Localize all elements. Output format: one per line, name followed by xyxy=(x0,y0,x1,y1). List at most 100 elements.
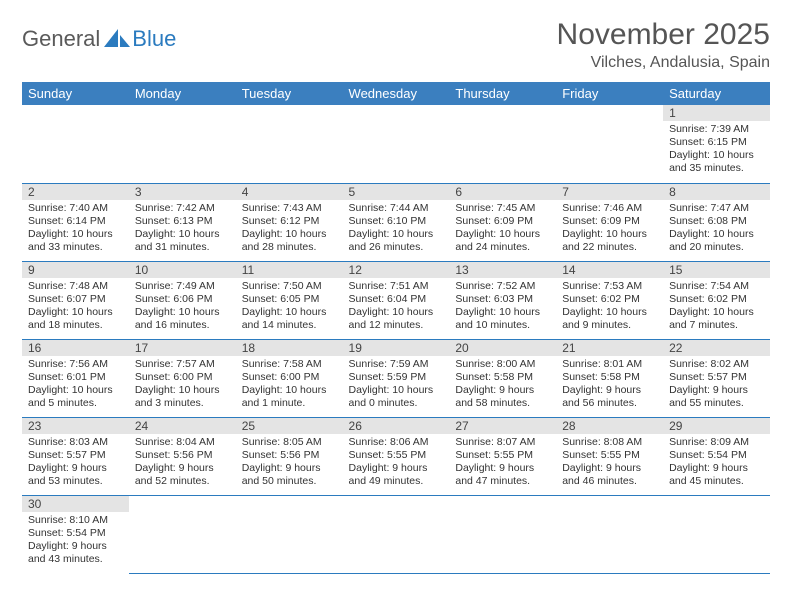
daylight-text: Daylight: 10 hours and 0 minutes. xyxy=(349,384,444,410)
daylight-text: Daylight: 9 hours and 58 minutes. xyxy=(455,384,550,410)
calendar-day: 10Sunrise: 7:49 AMSunset: 6:06 PMDayligh… xyxy=(129,261,236,339)
calendar-day: 6Sunrise: 7:45 AMSunset: 6:09 PMDaylight… xyxy=(449,183,556,261)
day-body: Sunrise: 7:44 AMSunset: 6:10 PMDaylight:… xyxy=(343,200,450,259)
day-number: 27 xyxy=(449,418,556,434)
day-number: 28 xyxy=(556,418,663,434)
sunset-text: Sunset: 6:13 PM xyxy=(135,215,230,228)
day-number: 22 xyxy=(663,340,770,356)
sunrise-text: Sunrise: 7:48 AM xyxy=(28,280,123,293)
header: General Blue November 2025 Vilches, Anda… xyxy=(22,18,770,72)
calendar-day: 29Sunrise: 8:09 AMSunset: 5:54 PMDayligh… xyxy=(663,417,770,495)
daylight-text: Daylight: 10 hours and 33 minutes. xyxy=(28,228,123,254)
day-number: 13 xyxy=(449,262,556,278)
weekday-header-row: SundayMondayTuesdayWednesdayThursdayFrid… xyxy=(22,82,770,105)
day-number: 21 xyxy=(556,340,663,356)
calendar-week: 9Sunrise: 7:48 AMSunset: 6:07 PMDaylight… xyxy=(22,261,770,339)
day-body: Sunrise: 7:57 AMSunset: 6:00 PMDaylight:… xyxy=(129,356,236,415)
day-number: 1 xyxy=(663,105,770,121)
calendar-day: 21Sunrise: 8:01 AMSunset: 5:58 PMDayligh… xyxy=(556,339,663,417)
sunset-text: Sunset: 5:57 PM xyxy=(28,449,123,462)
calendar-day: 14Sunrise: 7:53 AMSunset: 6:02 PMDayligh… xyxy=(556,261,663,339)
sunrise-text: Sunrise: 8:08 AM xyxy=(562,436,657,449)
sunset-text: Sunset: 6:14 PM xyxy=(28,215,123,228)
sunset-text: Sunset: 6:00 PM xyxy=(242,371,337,384)
day-number: 5 xyxy=(343,184,450,200)
calendar-day: 5Sunrise: 7:44 AMSunset: 6:10 PMDaylight… xyxy=(343,183,450,261)
daylight-text: Daylight: 10 hours and 28 minutes. xyxy=(242,228,337,254)
sunrise-text: Sunrise: 8:04 AM xyxy=(135,436,230,449)
day-body: Sunrise: 8:01 AMSunset: 5:58 PMDaylight:… xyxy=(556,356,663,415)
logo-text-general: General xyxy=(22,26,100,52)
daylight-text: Daylight: 9 hours and 43 minutes. xyxy=(28,540,123,566)
daylight-text: Daylight: 9 hours and 46 minutes. xyxy=(562,462,657,488)
day-body: Sunrise: 8:09 AMSunset: 5:54 PMDaylight:… xyxy=(663,434,770,493)
daylight-text: Daylight: 9 hours and 49 minutes. xyxy=(349,462,444,488)
day-body: Sunrise: 7:50 AMSunset: 6:05 PMDaylight:… xyxy=(236,278,343,337)
sunset-text: Sunset: 6:01 PM xyxy=(28,371,123,384)
calendar-day: 26Sunrise: 8:06 AMSunset: 5:55 PMDayligh… xyxy=(343,417,450,495)
sunset-text: Sunset: 6:02 PM xyxy=(669,293,764,306)
sunrise-text: Sunrise: 7:42 AM xyxy=(135,202,230,215)
calendar-week: 30Sunrise: 8:10 AMSunset: 5:54 PMDayligh… xyxy=(22,495,770,573)
day-number: 30 xyxy=(22,496,129,512)
daylight-text: Daylight: 10 hours and 1 minute. xyxy=(242,384,337,410)
daylight-text: Daylight: 10 hours and 35 minutes. xyxy=(669,149,764,175)
daylight-text: Daylight: 10 hours and 7 minutes. xyxy=(669,306,764,332)
day-body: Sunrise: 7:51 AMSunset: 6:04 PMDaylight:… xyxy=(343,278,450,337)
day-number: 17 xyxy=(129,340,236,356)
day-body: Sunrise: 8:06 AMSunset: 5:55 PMDaylight:… xyxy=(343,434,450,493)
calendar-day: 23Sunrise: 8:03 AMSunset: 5:57 PMDayligh… xyxy=(22,417,129,495)
sail-icon xyxy=(104,29,130,49)
sunrise-text: Sunrise: 8:03 AM xyxy=(28,436,123,449)
sunrise-text: Sunrise: 8:00 AM xyxy=(455,358,550,371)
sunset-text: Sunset: 6:08 PM xyxy=(669,215,764,228)
day-body: Sunrise: 7:49 AMSunset: 6:06 PMDaylight:… xyxy=(129,278,236,337)
sunrise-text: Sunrise: 8:02 AM xyxy=(669,358,764,371)
weekday-header: Tuesday xyxy=(236,82,343,105)
sunrise-text: Sunrise: 7:58 AM xyxy=(242,358,337,371)
day-number: 9 xyxy=(22,262,129,278)
day-body: Sunrise: 7:58 AMSunset: 6:00 PMDaylight:… xyxy=(236,356,343,415)
sunrise-text: Sunrise: 7:49 AM xyxy=(135,280,230,293)
daylight-text: Daylight: 10 hours and 31 minutes. xyxy=(135,228,230,254)
day-number: 4 xyxy=(236,184,343,200)
day-body: Sunrise: 7:54 AMSunset: 6:02 PMDaylight:… xyxy=(663,278,770,337)
sunrise-text: Sunrise: 7:57 AM xyxy=(135,358,230,371)
daylight-text: Daylight: 10 hours and 18 minutes. xyxy=(28,306,123,332)
calendar-day: 3Sunrise: 7:42 AMSunset: 6:13 PMDaylight… xyxy=(129,183,236,261)
calendar-day-empty xyxy=(343,495,450,573)
sunrise-text: Sunrise: 7:44 AM xyxy=(349,202,444,215)
day-body: Sunrise: 7:53 AMSunset: 6:02 PMDaylight:… xyxy=(556,278,663,337)
calendar-day: 15Sunrise: 7:54 AMSunset: 6:02 PMDayligh… xyxy=(663,261,770,339)
daylight-text: Daylight: 10 hours and 24 minutes. xyxy=(455,228,550,254)
sunset-text: Sunset: 5:58 PM xyxy=(455,371,550,384)
calendar-week: 2Sunrise: 7:40 AMSunset: 6:14 PMDaylight… xyxy=(22,183,770,261)
sunset-text: Sunset: 6:09 PM xyxy=(455,215,550,228)
calendar-day-empty xyxy=(663,495,770,573)
sunset-text: Sunset: 5:55 PM xyxy=(349,449,444,462)
day-number: 29 xyxy=(663,418,770,434)
sunset-text: Sunset: 6:04 PM xyxy=(349,293,444,306)
day-number: 24 xyxy=(129,418,236,434)
daylight-text: Daylight: 10 hours and 14 minutes. xyxy=(242,306,337,332)
day-number: 8 xyxy=(663,184,770,200)
day-number: 20 xyxy=(449,340,556,356)
sunset-text: Sunset: 6:03 PM xyxy=(455,293,550,306)
day-body: Sunrise: 8:10 AMSunset: 5:54 PMDaylight:… xyxy=(22,512,129,571)
calendar-day: 1Sunrise: 7:39 AMSunset: 6:15 PMDaylight… xyxy=(663,105,770,183)
sunrise-text: Sunrise: 7:47 AM xyxy=(669,202,764,215)
day-number: 25 xyxy=(236,418,343,434)
sunset-text: Sunset: 5:57 PM xyxy=(669,371,764,384)
logo: General Blue xyxy=(22,18,176,52)
day-body: Sunrise: 8:04 AMSunset: 5:56 PMDaylight:… xyxy=(129,434,236,493)
sunset-text: Sunset: 5:54 PM xyxy=(669,449,764,462)
daylight-text: Daylight: 10 hours and 16 minutes. xyxy=(135,306,230,332)
day-body: Sunrise: 7:42 AMSunset: 6:13 PMDaylight:… xyxy=(129,200,236,259)
weekday-header: Sunday xyxy=(22,82,129,105)
daylight-text: Daylight: 9 hours and 53 minutes. xyxy=(28,462,123,488)
sunset-text: Sunset: 6:02 PM xyxy=(562,293,657,306)
logo-text-blue: Blue xyxy=(132,26,176,52)
daylight-text: Daylight: 10 hours and 22 minutes. xyxy=(562,228,657,254)
sunrise-text: Sunrise: 8:09 AM xyxy=(669,436,764,449)
day-body: Sunrise: 7:47 AMSunset: 6:08 PMDaylight:… xyxy=(663,200,770,259)
